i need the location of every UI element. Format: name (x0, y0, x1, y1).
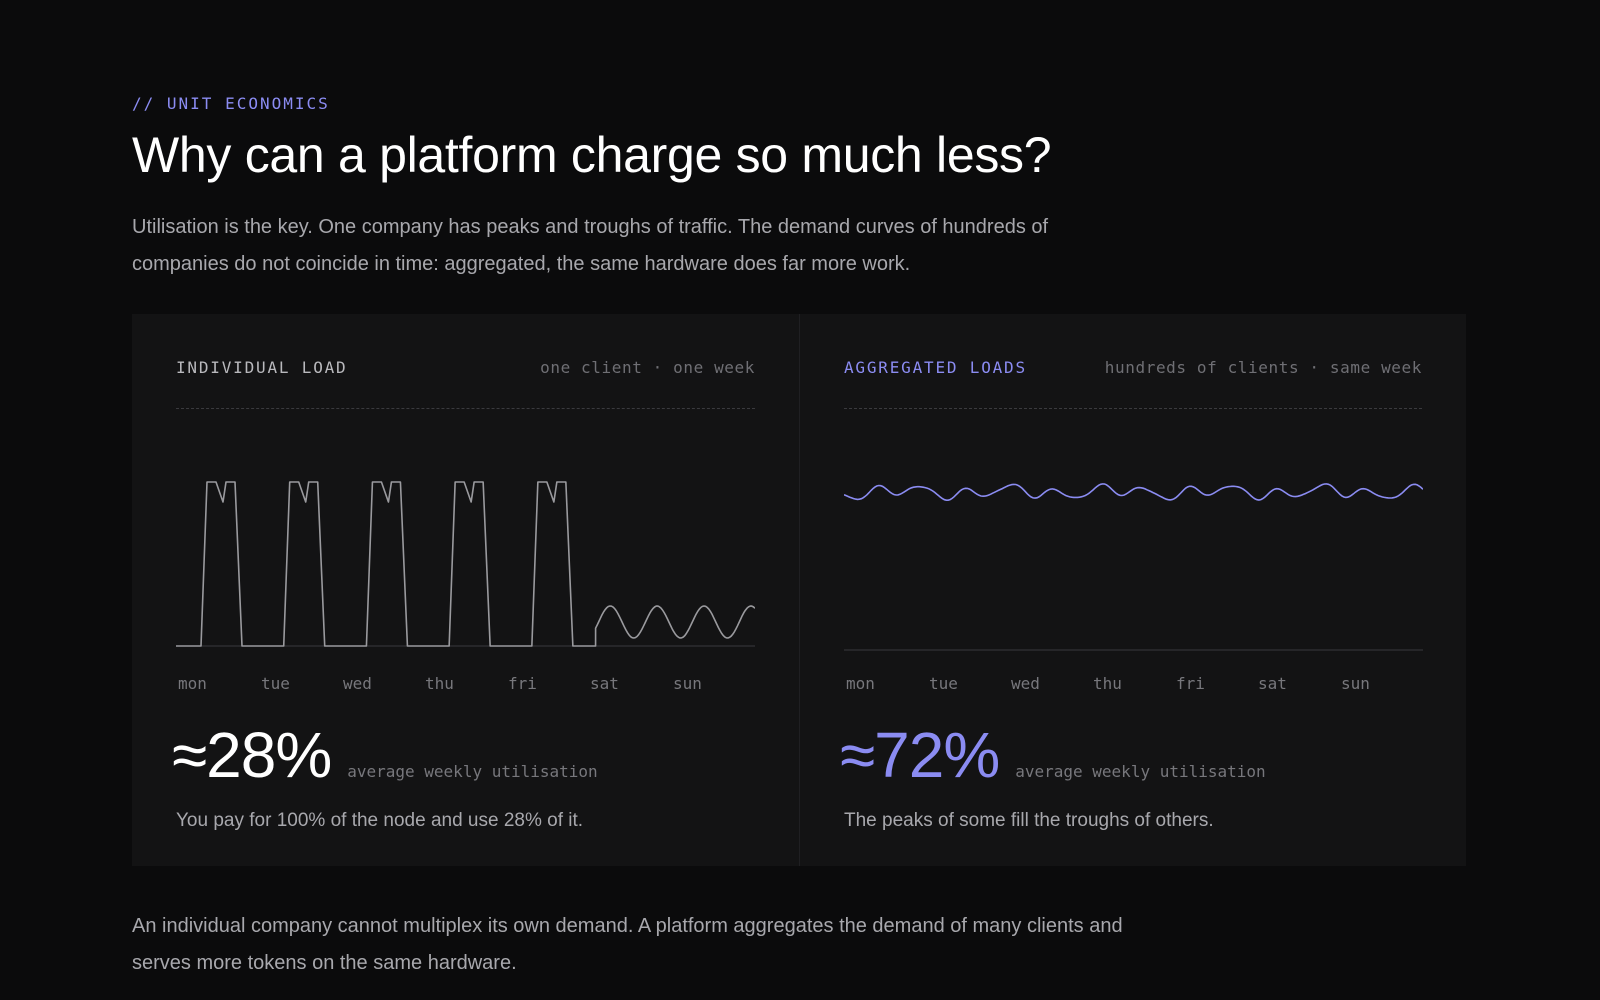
dashed-divider (844, 408, 1422, 409)
individual-load-panel: INDIVIDUAL LOAD one client · one week mo… (132, 314, 799, 866)
utilisation-stat: ≈28% average weekly utilisation (172, 718, 598, 792)
unit-economics-section: // UNIT ECONOMICS Why can a platform cha… (132, 94, 1468, 283)
panel-header: INDIVIDUAL LOAD one client · one week (176, 358, 755, 377)
individual-load-svg (176, 481, 755, 647)
day-label-tue: tue (261, 674, 290, 693)
utilisation-label: average weekly utilisation (347, 762, 598, 781)
day-label-tue: tue (929, 674, 958, 693)
panel-meta: hundreds of clients · same week (1104, 358, 1422, 377)
aggregated-loads-svg (844, 483, 1423, 651)
aggregated-loads-chart (844, 424, 1423, 664)
aggregated-load-line (844, 483, 1423, 501)
individual-load-chart (176, 424, 755, 664)
panel-title: INDIVIDUAL LOAD (176, 358, 348, 377)
panel-title: AGGREGATED LOADS (844, 358, 1027, 377)
day-axis: mon tue wed thu fri sat sun (844, 674, 1423, 696)
footer-paragraph: An individual company cannot multiplex i… (132, 915, 1123, 974)
day-label-sat: sat (1258, 674, 1287, 693)
panel-note: You pay for 100% of the node and use 28%… (176, 810, 584, 831)
day-label-fri: fri (508, 674, 537, 693)
panel-header: AGGREGATED LOADS hundreds of clients · s… (844, 358, 1422, 377)
page-title: Why can a platform charge so much less? (132, 127, 1052, 183)
day-label-thu: thu (425, 674, 454, 693)
panel-meta: one client · one week (540, 358, 755, 377)
day-label-thu: thu (1093, 674, 1122, 693)
utilisation-label: average weekly utilisation (1015, 762, 1266, 781)
day-label-sat: sat (590, 674, 619, 693)
individual-load-line (176, 481, 755, 647)
day-label-mon: mon (178, 674, 207, 693)
section-eyebrow: // UNIT ECONOMICS (132, 94, 330, 113)
panel-note: The peaks of some fill the troughs of ot… (844, 810, 1214, 831)
day-label-sun: sun (673, 674, 702, 693)
utilisation-value: ≈72% (840, 719, 1000, 791)
day-label-wed: wed (343, 674, 372, 693)
utilisation-value: ≈28% (172, 719, 332, 791)
aggregated-loads-panel: AGGREGATED LOADS hundreds of clients · s… (799, 314, 1466, 866)
day-label-fri: fri (1176, 674, 1205, 693)
day-label-sun: sun (1341, 674, 1370, 693)
day-label-mon: mon (846, 674, 875, 693)
utilisation-stat: ≈72% average weekly utilisation (840, 718, 1266, 792)
dashed-divider (176, 408, 755, 409)
day-label-wed: wed (1011, 674, 1040, 693)
day-axis: mon tue wed thu fri sat sun (176, 674, 755, 696)
lead-paragraph: Utilisation is the key. One company has … (132, 216, 1049, 275)
comparison-panels: INDIVIDUAL LOAD one client · one week mo… (132, 314, 1466, 866)
